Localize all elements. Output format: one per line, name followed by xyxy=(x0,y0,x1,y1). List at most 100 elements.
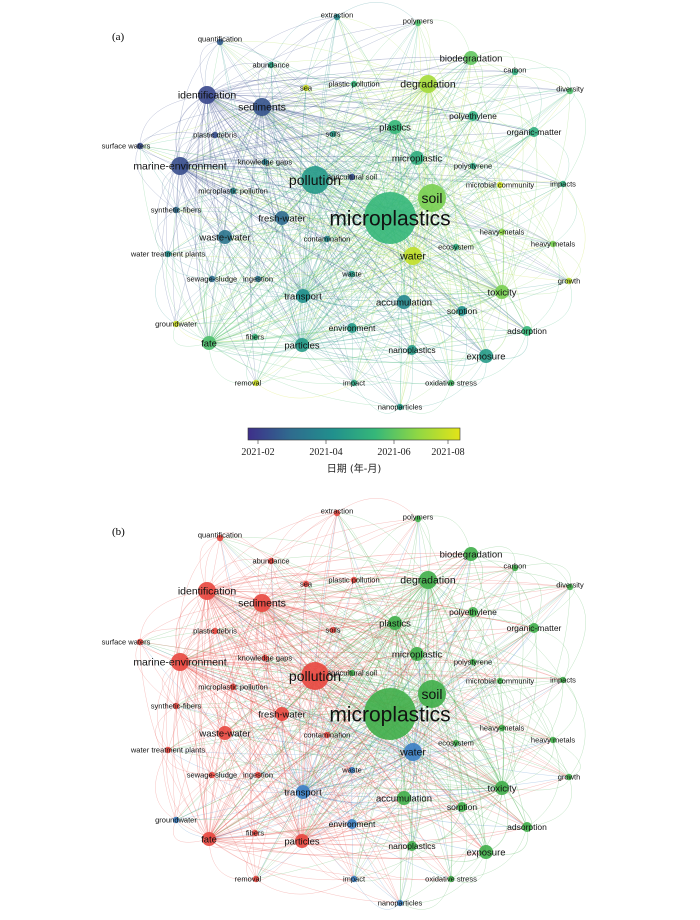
panel-b-edge xyxy=(206,590,353,674)
panel-b-edge xyxy=(412,567,516,753)
panel-a-node-label: polystyrene xyxy=(454,162,492,171)
panel-a-edge xyxy=(499,184,515,233)
panel-a-node-exposure xyxy=(479,349,493,363)
panel-a-edge xyxy=(206,68,516,96)
panel-a-edge xyxy=(351,83,429,275)
panel-b-edge xyxy=(353,751,414,880)
panel-a-edge xyxy=(427,64,516,85)
panel-a-edge xyxy=(412,131,535,257)
panel-b-edge xyxy=(470,553,535,629)
panel-b-edge xyxy=(412,727,503,753)
panel-b-edge xyxy=(219,537,307,585)
panel-a-edge xyxy=(208,342,401,408)
panel-a-node-diversity xyxy=(566,87,574,95)
panel-a-edge xyxy=(261,81,429,108)
panel-b-edge xyxy=(232,686,433,695)
panel-a-edge xyxy=(301,344,355,385)
panel-a-edge xyxy=(206,94,256,338)
panel-b-edge xyxy=(351,823,401,904)
panel-b-edge xyxy=(219,537,396,624)
panel-a-edge xyxy=(208,342,487,363)
panel-a-node-particles xyxy=(295,338,309,352)
panel-a-edge xyxy=(172,94,208,211)
panel-a-edge xyxy=(257,278,303,346)
panel-b-edge xyxy=(431,627,535,695)
panel-a-edge xyxy=(208,243,554,344)
panel-b-edge xyxy=(139,621,396,643)
panel-a-edge xyxy=(139,145,316,181)
panel-b-node-environment xyxy=(347,819,357,829)
panel-a-edge xyxy=(332,83,429,135)
panel-a-edge xyxy=(214,134,433,199)
panel-b-edge xyxy=(219,537,391,715)
panel-b-edge xyxy=(302,776,570,794)
panel-a-edge xyxy=(301,344,487,364)
panel-a-edge xyxy=(326,176,353,240)
panel-a-edge xyxy=(394,126,554,245)
panel-a-edge xyxy=(155,209,177,255)
panel-a-node-water-treatment-plants xyxy=(164,250,172,258)
panel-b-edge xyxy=(427,579,503,729)
panel-a-edge xyxy=(175,106,263,211)
panel-b-edge xyxy=(412,586,571,753)
panel-a-edge xyxy=(353,291,503,384)
panel-a-node-label: polymers xyxy=(403,17,434,26)
panel-b-edge xyxy=(206,590,303,842)
panel-b-edge xyxy=(257,713,283,776)
panel-a-edge xyxy=(211,255,414,280)
panel-a-edge xyxy=(314,179,487,357)
panel-b-edge xyxy=(208,713,391,840)
panel-a-edge xyxy=(431,183,564,199)
panel-a-node-surface-waters xyxy=(136,142,144,150)
panel-a-edge xyxy=(139,125,396,147)
panel-b-edge xyxy=(208,657,266,840)
panel-a-edge xyxy=(255,295,304,384)
panel-a-edge xyxy=(501,231,570,282)
panel-b-node-fate xyxy=(202,832,216,846)
panel-a-edge xyxy=(255,83,429,384)
panel-a-edge xyxy=(431,57,472,199)
panel-b-node-label: environment xyxy=(329,819,376,829)
panel-a-edge xyxy=(173,209,210,344)
panel-b-node-label: ecosystem xyxy=(438,739,474,748)
panel-b-edge xyxy=(305,583,503,789)
panel-a-node-label: exposure xyxy=(466,351,505,362)
panel-a-edge xyxy=(261,106,554,245)
panel-a-edge xyxy=(281,217,414,257)
panel-a-node-soils xyxy=(329,130,337,138)
panel-a-edge xyxy=(351,197,433,329)
panel-b-edge xyxy=(336,512,433,695)
panel-b-edge xyxy=(302,791,405,804)
panel-a-edge xyxy=(179,165,413,351)
panel-a-edge xyxy=(301,301,405,346)
panel-a-edge xyxy=(427,83,564,185)
panel-a-edge xyxy=(314,179,554,245)
panel-a-edge xyxy=(179,115,474,167)
panel-a-edge xyxy=(264,83,429,163)
panel-a-edge xyxy=(206,94,413,351)
panel-b-edge xyxy=(301,653,418,842)
panel-b-edge xyxy=(179,661,328,736)
panel-a-edge xyxy=(208,217,391,344)
panel-a-edge xyxy=(261,71,516,108)
panel-b-edge xyxy=(167,713,391,751)
panel-b-edge xyxy=(326,672,353,736)
panel-a-edge xyxy=(261,106,501,186)
panel-a-node-label: degradation xyxy=(400,79,456,91)
panel-b-edge xyxy=(261,602,405,799)
panel-b-edge xyxy=(470,553,504,789)
panel-b-edge xyxy=(412,518,422,753)
panel-a-node-label: accumulation xyxy=(376,297,432,308)
panel-a-edge xyxy=(251,106,263,280)
panel-b-edge xyxy=(431,553,472,695)
panel-a-edge xyxy=(179,165,353,275)
panel-b-edge xyxy=(431,679,564,695)
panel-b-edge xyxy=(232,657,266,688)
panel-b-edge xyxy=(206,590,413,847)
panel-a-label: (a) xyxy=(112,31,125,43)
panel-b-edge xyxy=(431,693,487,853)
panel-b-edge xyxy=(427,579,474,663)
panel-a-edge xyxy=(270,64,433,199)
panel-b-edge xyxy=(208,622,396,840)
